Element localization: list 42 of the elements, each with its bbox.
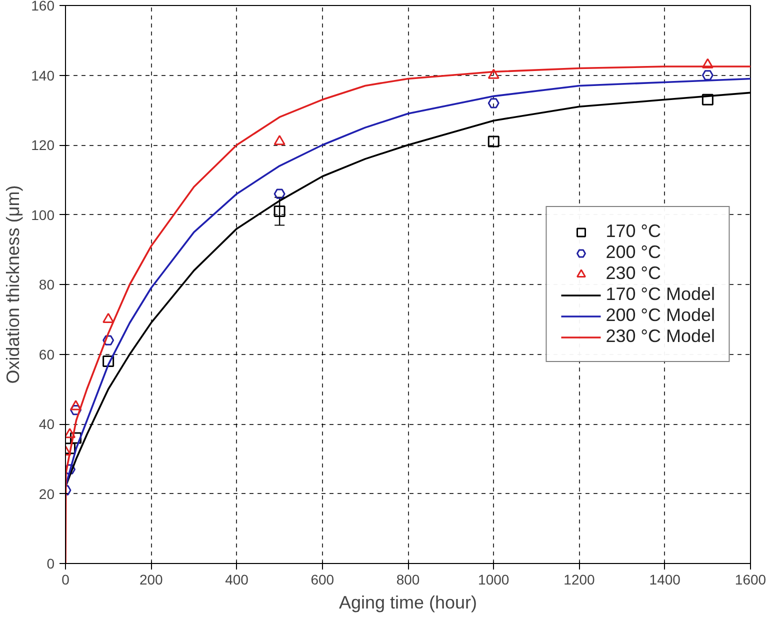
legend-label: 230 °C (606, 263, 661, 284)
point (102, 335, 114, 346)
y-tick-label: 60 (38, 346, 55, 362)
y-tick-label: 160 (31, 0, 55, 14)
legend-label: 200 °C (606, 242, 661, 263)
point (102, 312, 114, 324)
y-tick-label: 80 (38, 276, 55, 292)
y-tick-label: 140 (31, 67, 55, 84)
point (274, 206, 286, 218)
point (274, 134, 286, 146)
x-tick-label: 1400 (649, 572, 681, 588)
point (488, 136, 500, 148)
point (488, 98, 500, 108)
x-tick-label: 0 (62, 572, 70, 588)
y-tick-label: 100 (31, 206, 55, 223)
x-tick-label: 1000 (478, 572, 510, 588)
point (274, 188, 286, 199)
x-tick-label: 600 (310, 572, 334, 588)
y-tick-label: 20 (38, 486, 55, 502)
point (70, 404, 82, 416)
point (702, 94, 714, 106)
x-tick-label: 800 (396, 572, 420, 588)
y-axis-title: Oxidation thickness (μm) (3, 185, 24, 384)
y-tick-label: 0 (46, 556, 55, 572)
point (102, 355, 114, 367)
x-axis-title: Aging time (hour) (338, 592, 478, 612)
x-tick-label: 1600 (734, 572, 766, 588)
point (70, 432, 82, 444)
point (66, 428, 76, 438)
legend-label: 200 °C Model (606, 305, 715, 326)
x-tick-label: 200 (139, 572, 164, 588)
point (70, 400, 82, 410)
legend-label: 170 °C (606, 221, 661, 242)
x-tick-label: 1200 (564, 572, 596, 588)
x-tick-label: 400 (225, 572, 249, 588)
y-tick-label: 40 (38, 416, 55, 432)
legend-label: 170 °C Model (606, 284, 715, 305)
y-tick-label: 120 (31, 137, 55, 153)
point (702, 70, 714, 80)
point (702, 58, 714, 68)
legend-label: 230 °C Model (606, 326, 715, 347)
point (488, 68, 500, 79)
